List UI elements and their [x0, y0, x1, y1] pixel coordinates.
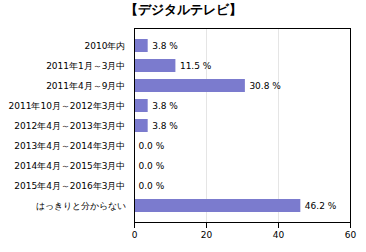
svg-text:30.8 %: 30.8 % — [249, 81, 281, 91]
svg-text:3.8 %: 3.8 % — [152, 41, 178, 51]
svg-text:2011年10月～2012年3月中: 2011年10月～2012年3月中 — [9, 101, 126, 111]
svg-text:2015年4月～2016年3月中: 2015年4月～2016年3月中 — [14, 181, 125, 191]
svg-text:2011年1月～3月中: 2011年1月～3月中 — [46, 61, 125, 71]
svg-text:11.5 %: 11.5 % — [180, 61, 212, 71]
svg-text:3.8 %: 3.8 % — [152, 101, 178, 111]
svg-text:0.0 %: 0.0 % — [139, 181, 165, 191]
svg-text:2014年4月～2015年3月中: 2014年4月～2015年3月中 — [14, 161, 125, 171]
html-text:【デジタルテレビ】: 【デジタルテレビ】 — [124, 2, 242, 17]
svg-text:2010年内: 2010年内 — [85, 41, 126, 51]
svg-text:46.2 %: 46.2 % — [305, 201, 337, 211]
svg-text:2013年4月～2014年3月中: 2013年4月～2014年3月中 — [14, 141, 125, 151]
svg-text:0.0 %: 0.0 % — [139, 141, 165, 151]
svg-text:2012年4月～2013年3月中: 2012年4月～2013年3月中 — [14, 121, 125, 131]
svg-text:はっきりと分からない: はっきりと分からない — [36, 201, 126, 211]
svg-text:0.0 %: 0.0 % — [139, 161, 165, 171]
svg-text:3.8 %: 3.8 % — [152, 121, 178, 131]
svg-text:40: 40 — [273, 230, 285, 240]
svg-text:2011年4月～9月中: 2011年4月～9月中 — [46, 81, 125, 91]
svg-text:0: 0 — [132, 230, 138, 240]
svg-text:60: 60 — [345, 230, 357, 240]
svg-text:20: 20 — [201, 230, 213, 240]
